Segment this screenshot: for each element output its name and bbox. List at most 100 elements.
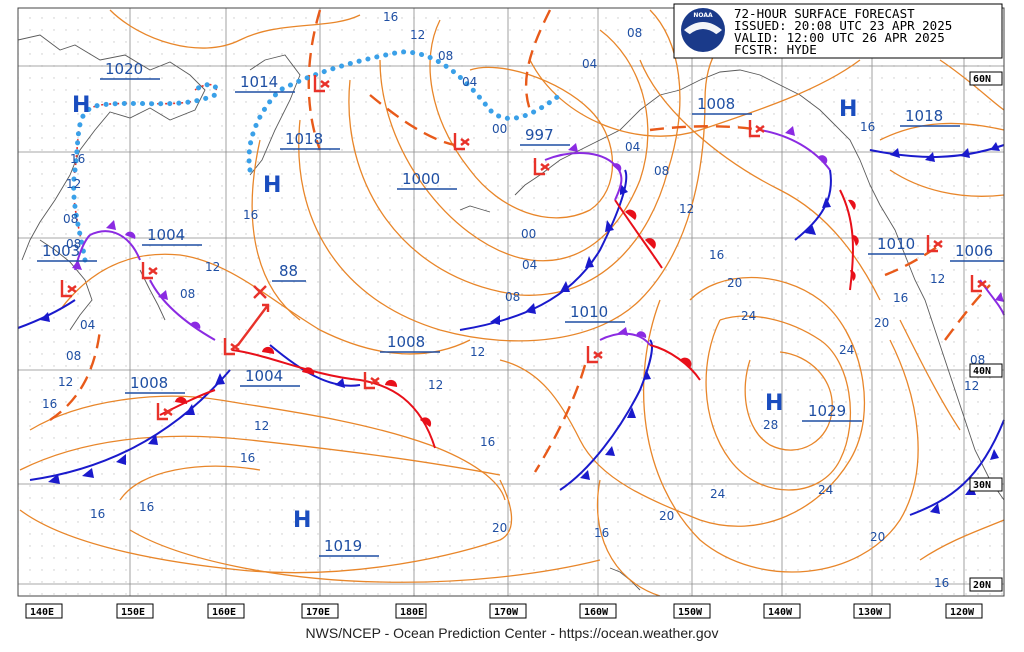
ice-edge bbox=[71, 49, 563, 263]
lon-label: 120W bbox=[950, 607, 975, 618]
low-center-marker bbox=[363, 372, 380, 390]
header-line-1: 72-HOUR SURFACE FORECAST bbox=[734, 6, 915, 21]
high-centers: H H H H H bbox=[72, 93, 857, 533]
isobar-label: 20 bbox=[870, 530, 885, 544]
isobar-label: 16 bbox=[594, 526, 609, 540]
lon-label: 130W bbox=[858, 607, 883, 618]
low-center-marker bbox=[313, 75, 330, 93]
isobar-label: 20 bbox=[492, 521, 507, 535]
isobar-label: 28 bbox=[763, 418, 778, 432]
isobar-label: 24 bbox=[741, 309, 756, 323]
map-dot-grid bbox=[18, 8, 1004, 596]
isobar-label: 16 bbox=[480, 435, 495, 449]
isobar-label: 04 bbox=[582, 57, 597, 71]
low-center-marker bbox=[156, 403, 173, 421]
warm-fronts bbox=[159, 189, 854, 449]
high-symbol: H bbox=[765, 391, 783, 416]
low-center-marker bbox=[223, 338, 240, 356]
latitude-labels: 60N 40N 30N 20N bbox=[969, 71, 1003, 592]
header-line-4: FCSTR: HYDE bbox=[734, 42, 817, 57]
low-center-marker bbox=[533, 158, 550, 176]
pressure-value: 88 bbox=[279, 262, 298, 280]
isobar-label: 12 bbox=[428, 378, 443, 392]
lon-label: 140W bbox=[768, 607, 793, 618]
forecast-header: NOAA 72-HOUR SURFACE FORECAST ISSUED: 20… bbox=[673, 3, 1003, 59]
map-frame bbox=[17, 7, 1005, 597]
graticule bbox=[18, 8, 1004, 596]
isobar-label: 12 bbox=[205, 260, 220, 274]
isobar-label: 20 bbox=[727, 276, 742, 290]
lon-label: 170E bbox=[306, 607, 330, 618]
isobar-label: 12 bbox=[964, 379, 979, 393]
cold-fronts bbox=[17, 144, 1005, 516]
low-track-arrow bbox=[237, 303, 270, 346]
low-center-symbols bbox=[60, 75, 987, 421]
warm-front-bumps bbox=[175, 199, 859, 427]
lon-label: 160W bbox=[584, 607, 609, 618]
isobar-label: 16 bbox=[139, 500, 154, 514]
isobar-labels: 16 12 08 04 00 04 08 16 12 08 16 12 08 0… bbox=[42, 10, 985, 590]
lat-label: 30N bbox=[973, 480, 991, 491]
lat-label: 40N bbox=[973, 366, 991, 377]
isobar-label: 16 bbox=[90, 507, 105, 521]
lon-label: 150E bbox=[121, 607, 145, 618]
lon-label: 180E bbox=[400, 607, 424, 618]
isobar-label: 16 bbox=[70, 152, 85, 166]
isobar-label: 16 bbox=[709, 248, 724, 262]
pressure-value: 1008 bbox=[387, 333, 425, 351]
cold-front-teeth bbox=[40, 142, 1000, 514]
high-symbol: H bbox=[72, 93, 90, 118]
pressure-value: 1008 bbox=[697, 95, 735, 113]
low-center-marker bbox=[60, 280, 77, 298]
isobar-label: 24 bbox=[818, 483, 833, 497]
low-center-marker bbox=[970, 275, 987, 293]
isobar-label: 16 bbox=[934, 576, 949, 590]
isobar-label: 24 bbox=[839, 343, 854, 357]
isobar-label: 16 bbox=[42, 397, 57, 411]
isobar-label: 00 bbox=[521, 227, 536, 241]
isobar-label: 08 bbox=[66, 349, 81, 363]
lon-label: 160E bbox=[212, 607, 236, 618]
pressure-value: 1018 bbox=[285, 130, 323, 148]
pressure-value: 997 bbox=[525, 126, 554, 144]
isobar-label: 04 bbox=[80, 318, 95, 332]
isobar-label: 16 bbox=[243, 208, 258, 222]
low-forecast-x bbox=[253, 285, 267, 299]
low-center-marker bbox=[453, 133, 470, 151]
isobar-label: 04 bbox=[462, 75, 477, 89]
isobar-label: 12 bbox=[470, 345, 485, 359]
isobar-label: 12 bbox=[930, 272, 945, 286]
pressure-value: 1029 bbox=[808, 402, 846, 420]
low-center-marker bbox=[926, 235, 943, 253]
pressure-value: 1003 bbox=[42, 242, 80, 260]
occluded-symbols bbox=[72, 126, 1004, 338]
pressure-value: 1014 bbox=[240, 73, 278, 91]
header-line-2: ISSUED: 20:08 UTC 23 APR 2025 bbox=[734, 18, 952, 33]
pressure-value: 1004 bbox=[245, 367, 283, 385]
low-center-marker bbox=[586, 346, 603, 364]
low-center-marker bbox=[748, 120, 765, 138]
isobar-label: 12 bbox=[254, 419, 269, 433]
high-symbol: H bbox=[263, 173, 281, 198]
isobar-label: 08 bbox=[438, 49, 453, 63]
lon-label: 140E bbox=[30, 607, 54, 618]
footer-credit: NWS/NCEP - Ocean Prediction Center - htt… bbox=[305, 625, 719, 641]
isobar-label: 24 bbox=[710, 487, 725, 501]
pressure-values: 1020 1014 1018 1000 997 1008 1018 1003 1… bbox=[37, 60, 1004, 557]
isobar-label: 16 bbox=[860, 120, 875, 134]
isobar-label: 04 bbox=[522, 258, 537, 272]
pressure-value: 1004 bbox=[147, 226, 185, 244]
isobar-label: 08 bbox=[627, 26, 642, 40]
isobar-label: 20 bbox=[659, 509, 674, 523]
isobar-label: 12 bbox=[66, 177, 81, 191]
high-symbol: H bbox=[293, 508, 311, 533]
pressure-value: 1008 bbox=[130, 374, 168, 392]
lat-label: 20N bbox=[973, 580, 991, 591]
isobar-label: 08 bbox=[505, 290, 520, 304]
noaa-logo-text: NOAA bbox=[693, 12, 713, 19]
isobar-label: 16 bbox=[383, 10, 398, 24]
pressure-value: 1018 bbox=[905, 107, 943, 125]
pressure-value: 1010 bbox=[877, 235, 915, 253]
lon-label: 170W bbox=[494, 607, 519, 618]
